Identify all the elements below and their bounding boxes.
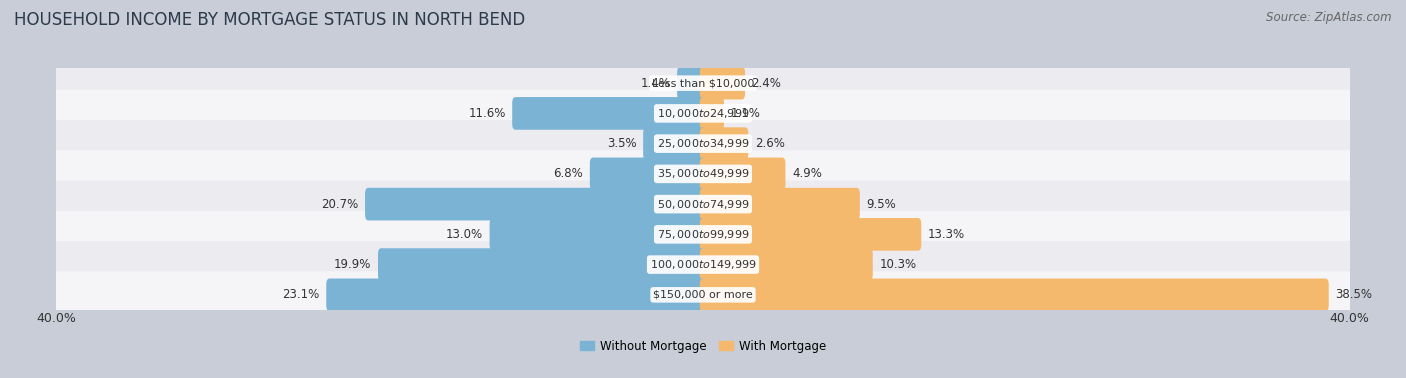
FancyBboxPatch shape	[700, 158, 786, 190]
FancyBboxPatch shape	[700, 218, 921, 251]
FancyBboxPatch shape	[512, 97, 706, 130]
Text: $150,000 or more: $150,000 or more	[654, 290, 752, 300]
Text: 13.3%: 13.3%	[928, 228, 965, 241]
Legend: Without Mortgage, With Mortgage: Without Mortgage, With Mortgage	[575, 335, 831, 357]
FancyBboxPatch shape	[643, 127, 706, 160]
FancyBboxPatch shape	[700, 279, 1329, 311]
Text: $75,000 to $99,999: $75,000 to $99,999	[657, 228, 749, 241]
FancyBboxPatch shape	[52, 241, 1354, 288]
FancyBboxPatch shape	[52, 120, 1354, 167]
FancyBboxPatch shape	[326, 279, 706, 311]
FancyBboxPatch shape	[678, 67, 706, 99]
Text: 40.0%: 40.0%	[37, 312, 76, 325]
Text: 2.6%: 2.6%	[755, 137, 785, 150]
FancyBboxPatch shape	[52, 90, 1354, 137]
Text: 11.6%: 11.6%	[468, 107, 506, 120]
Text: Less than $10,000: Less than $10,000	[652, 78, 754, 88]
Text: 20.7%: 20.7%	[322, 198, 359, 211]
Text: 13.0%: 13.0%	[446, 228, 484, 241]
FancyBboxPatch shape	[591, 158, 706, 190]
Text: 3.5%: 3.5%	[607, 137, 637, 150]
FancyBboxPatch shape	[700, 248, 873, 281]
FancyBboxPatch shape	[489, 218, 706, 251]
FancyBboxPatch shape	[700, 67, 745, 99]
FancyBboxPatch shape	[52, 181, 1354, 228]
FancyBboxPatch shape	[700, 127, 748, 160]
Text: 1.4%: 1.4%	[641, 77, 671, 90]
FancyBboxPatch shape	[378, 248, 706, 281]
Text: $35,000 to $49,999: $35,000 to $49,999	[657, 167, 749, 180]
Text: 10.3%: 10.3%	[879, 258, 917, 271]
Text: $100,000 to $149,999: $100,000 to $149,999	[650, 258, 756, 271]
Text: Source: ZipAtlas.com: Source: ZipAtlas.com	[1267, 11, 1392, 24]
FancyBboxPatch shape	[52, 150, 1354, 197]
Text: 2.4%: 2.4%	[752, 77, 782, 90]
Text: 38.5%: 38.5%	[1336, 288, 1372, 301]
FancyBboxPatch shape	[52, 271, 1354, 318]
Text: 19.9%: 19.9%	[335, 258, 371, 271]
FancyBboxPatch shape	[700, 188, 860, 220]
Text: 40.0%: 40.0%	[1330, 312, 1369, 325]
Text: 4.9%: 4.9%	[792, 167, 821, 180]
FancyBboxPatch shape	[52, 60, 1354, 107]
Text: $25,000 to $34,999: $25,000 to $34,999	[657, 137, 749, 150]
FancyBboxPatch shape	[52, 211, 1354, 258]
FancyBboxPatch shape	[366, 188, 706, 220]
Text: $50,000 to $74,999: $50,000 to $74,999	[657, 198, 749, 211]
Text: 1.1%: 1.1%	[731, 107, 761, 120]
FancyBboxPatch shape	[700, 97, 724, 130]
Text: 6.8%: 6.8%	[554, 167, 583, 180]
Text: HOUSEHOLD INCOME BY MORTGAGE STATUS IN NORTH BEND: HOUSEHOLD INCOME BY MORTGAGE STATUS IN N…	[14, 11, 526, 29]
Text: $10,000 to $24,999: $10,000 to $24,999	[657, 107, 749, 120]
Text: 9.5%: 9.5%	[866, 198, 896, 211]
Text: 23.1%: 23.1%	[283, 288, 319, 301]
